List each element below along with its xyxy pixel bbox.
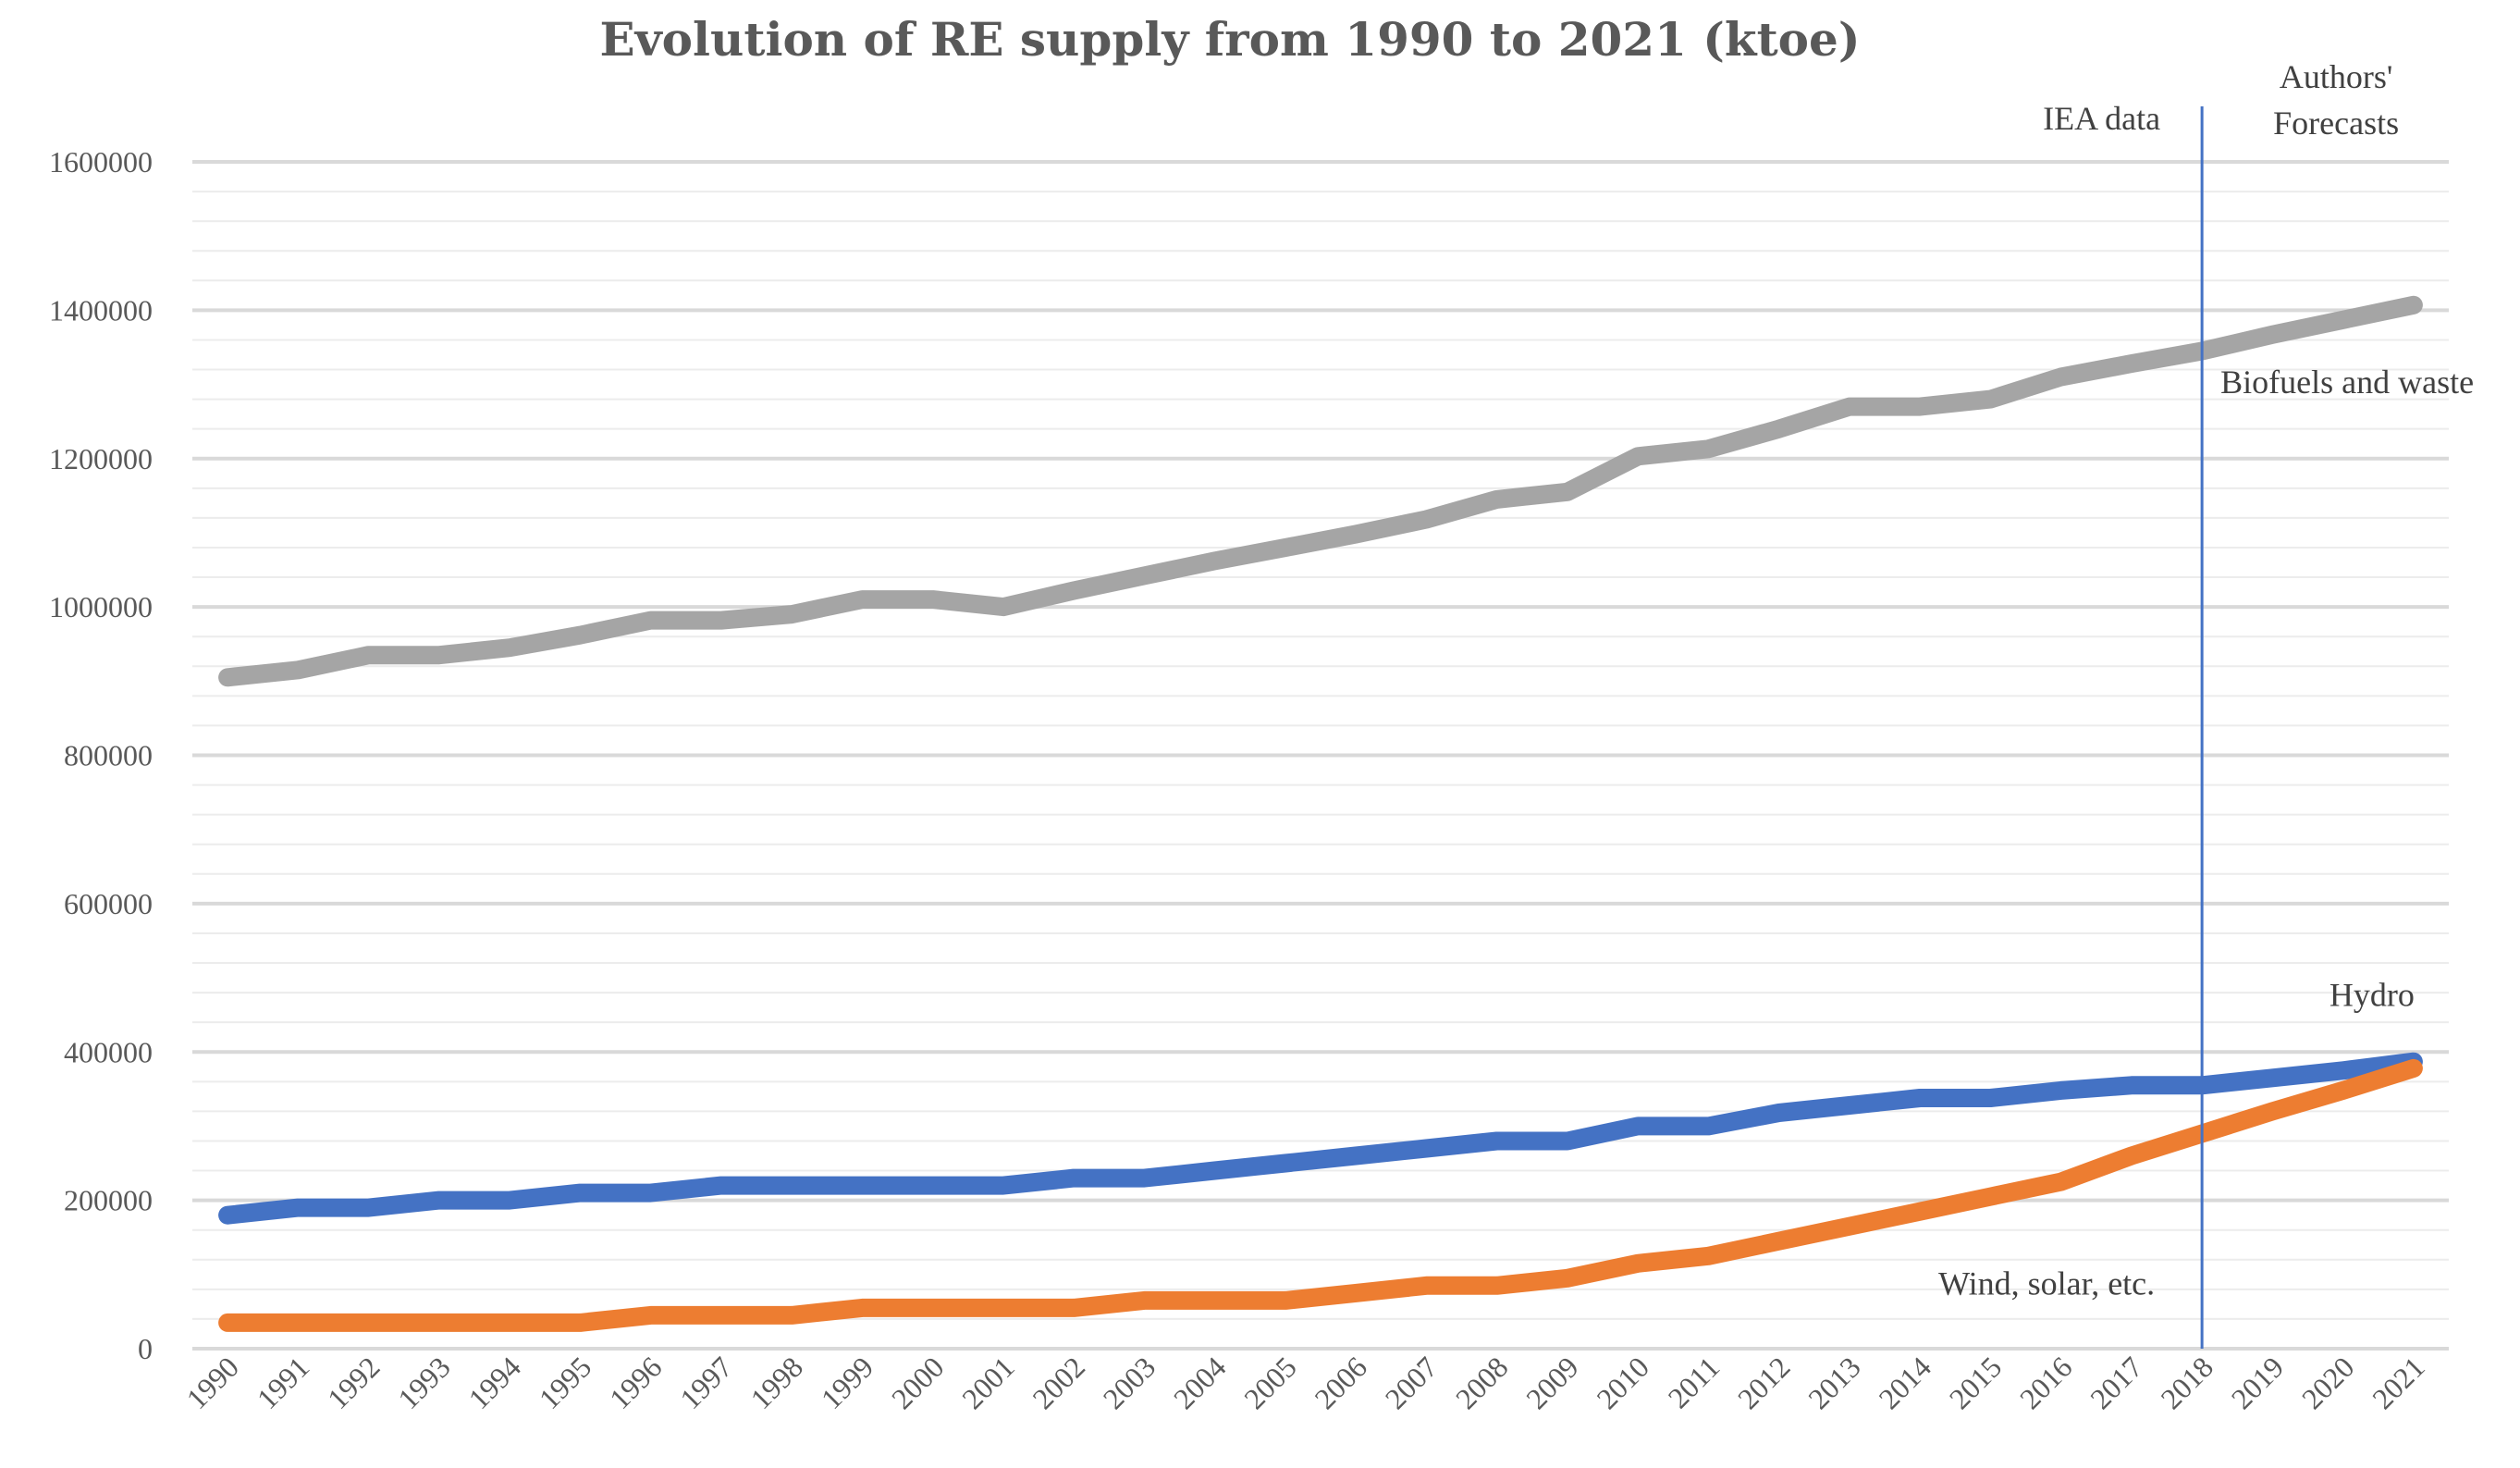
x-tick-label: 2014 [1872,1350,1937,1415]
x-tick-label: 2018 [2154,1350,2219,1415]
y-tick-label: 200000 [64,1184,153,1217]
x-tick-label: 1997 [673,1350,739,1415]
series-lines [218,295,2423,1332]
x-tick-label: 2015 [1943,1350,2009,1415]
x-tick-label: 2004 [1167,1350,1233,1415]
x-tick-label: 2008 [1449,1350,1515,1415]
series-label-biofuels-and-waste: Biofuels and waste [2220,364,2474,401]
x-tick-label: 2020 [2295,1350,2361,1415]
y-tick-label: 1400000 [49,293,153,327]
x-tick-label: 1991 [251,1350,316,1415]
series-label-wind-solar: Wind, solar, etc. [1938,1265,2155,1302]
x-tick-label: 1990 [179,1350,245,1415]
y-tick-label: 1200000 [49,442,153,475]
x-tick-label: 1995 [533,1350,598,1415]
annotation-forecasts: Forecasts [2273,105,2399,142]
x-tick-label: 2009 [1519,1350,1585,1415]
y-tick-label: 1600000 [49,145,153,179]
x-tick-label: 2007 [1379,1350,1444,1415]
x-tick-label: 2016 [2013,1350,2079,1415]
x-tick-label: 2001 [955,1350,1021,1415]
x-tick-label: 2003 [1097,1350,1162,1415]
series-line-wind-solar-etc [218,1058,2423,1332]
x-tick-label: 1999 [815,1350,880,1415]
x-tick-label: 2012 [1731,1350,1797,1415]
x-tick-label: 1993 [391,1350,457,1415]
x-tick-label: 2021 [2366,1350,2431,1415]
x-tick-label: 1996 [603,1350,669,1415]
series-label-hydro: Hydro [2329,977,2415,1014]
x-tick-label: 2005 [1237,1350,1303,1415]
x-tick-label: 2011 [1661,1350,1726,1414]
y-tick-label: 1000000 [49,590,153,623]
x-tick-label: 2002 [1026,1350,1091,1415]
annotation-iea-data: IEA data [2043,100,2160,137]
y-tick-label: 600000 [64,887,153,920]
annotations: IEA data Authors' Forecasts Biofuels and wa… [1938,58,2474,1302]
x-axis-tick-labels: 1990 1991 1992 1993 1994 1995 1996 1997 1998 1999… [179,1350,2430,1415]
chart-title: Evolution of RE supply from 1990 to 2021… [600,12,1861,67]
series-line-biofuels-and-waste [218,295,2423,687]
y-tick-label: 400000 [64,1035,153,1068]
x-tick-label: 2006 [1308,1350,1373,1415]
y-tick-label: 0 [138,1332,153,1365]
x-tick-label: 1998 [744,1350,809,1415]
x-tick-label: 2019 [2225,1350,2291,1415]
y-tick-label: 800000 [64,739,153,772]
x-tick-label: 2010 [1590,1350,1655,1415]
y-axis-tick-labels: 0 200000 400000 600000 800000 1000000 1200000 1… [49,145,153,1365]
x-tick-label: 1992 [321,1350,387,1415]
x-tick-label: 2017 [2084,1350,2149,1415]
series-line-hydro [218,1052,2423,1225]
x-tick-label: 1994 [461,1350,527,1415]
x-tick-label: 2013 [1801,1350,1867,1415]
gridlines [192,160,2449,1351]
annotation-authors: Authors' [2280,58,2392,95]
x-tick-label: 2000 [885,1350,951,1415]
